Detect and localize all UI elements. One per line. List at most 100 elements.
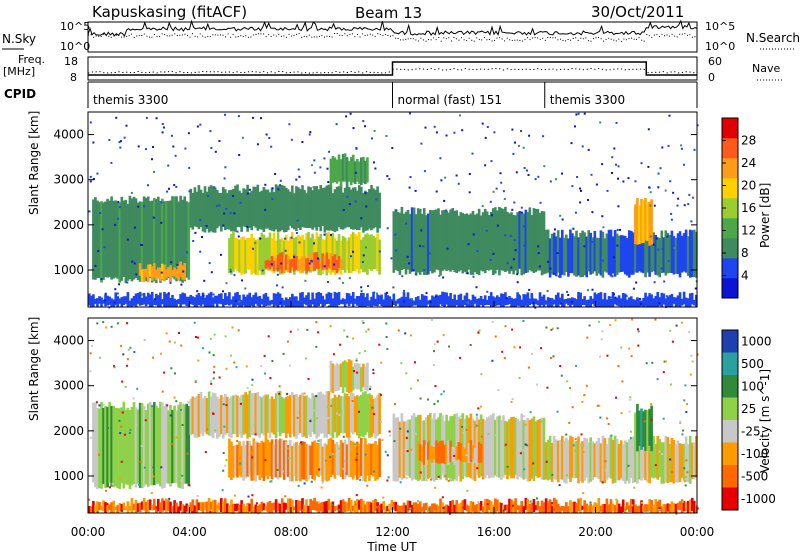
data-cell	[431, 210, 434, 274]
data-cell	[329, 158, 333, 187]
data-cell	[463, 214, 467, 272]
data-cell	[412, 502, 416, 513]
noise-search-point	[176, 35, 178, 37]
data-cell	[242, 188, 245, 227]
data-cell	[151, 158, 153, 161]
data-cell	[96, 172, 99, 175]
nave-point	[666, 72, 668, 74]
data-cell	[223, 177, 226, 180]
nave-point	[445, 69, 447, 71]
data-cell	[169, 281, 172, 284]
nave-point	[647, 72, 649, 74]
nave-point	[449, 68, 451, 70]
data-cell	[576, 176, 579, 178]
data-cell	[684, 297, 688, 307]
data-cell	[494, 434, 497, 437]
data-cell	[126, 358, 129, 361]
data-cell	[483, 499, 487, 513]
data-cell	[453, 454, 456, 457]
nave-point	[282, 71, 284, 73]
nave-point	[632, 68, 634, 70]
data-cell	[132, 397, 135, 400]
data-cell	[225, 367, 228, 370]
data-cell	[161, 390, 164, 393]
data-cell	[634, 180, 637, 183]
data-cell	[587, 505, 591, 513]
nave-point	[103, 72, 105, 74]
data-cell	[214, 150, 217, 153]
data-cell	[214, 429, 217, 432]
nave-point	[320, 72, 322, 74]
data-cell	[170, 261, 173, 264]
data-cell	[358, 161, 361, 184]
data-cell	[266, 439, 270, 480]
data-cell	[546, 386, 549, 389]
data-cell	[226, 396, 229, 434]
data-cell	[420, 229, 423, 232]
data-cell	[89, 175, 92, 178]
noise-sky-trace	[87, 19, 698, 37]
data-cell	[627, 177, 630, 180]
data-cell	[382, 299, 386, 307]
data-cell	[208, 351, 211, 354]
data-cell	[289, 330, 292, 333]
data-cell	[427, 506, 430, 513]
data-cell	[529, 500, 532, 503]
data-cell	[92, 501, 95, 513]
data-cell	[529, 411, 532, 414]
data-cell	[423, 170, 426, 173]
data-cell	[670, 438, 674, 483]
data-cell	[274, 293, 278, 306]
data-cell	[246, 387, 249, 390]
data-cell	[368, 189, 371, 229]
data-cell	[339, 240, 343, 275]
data-cell	[534, 421, 538, 477]
nave-point	[643, 69, 645, 70]
data-cell	[394, 233, 397, 236]
data-cell	[116, 408, 120, 488]
noise-search-point	[664, 35, 665, 37]
power-colorbar-tick: 24	[741, 156, 756, 170]
data-cell	[479, 296, 483, 305]
data-cell	[268, 398, 272, 438]
data-cell	[323, 395, 327, 438]
data-cell	[251, 378, 254, 381]
data-cell	[472, 275, 475, 278]
data-cell	[497, 388, 500, 391]
data-cell	[651, 455, 653, 458]
data-cell	[120, 344, 123, 347]
data-cell	[238, 441, 241, 476]
data-cell	[338, 414, 341, 416]
data-cell	[650, 237, 653, 273]
data-cell	[331, 504, 334, 506]
noise-search-point	[461, 37, 462, 39]
data-cell	[328, 150, 331, 153]
data-cell	[540, 420, 543, 423]
data-cell	[453, 504, 457, 513]
data-cell	[168, 340, 171, 343]
data-cell	[660, 267, 663, 270]
data-cell	[295, 236, 298, 270]
nave-point	[590, 68, 592, 69]
data-cell	[163, 291, 166, 307]
data-cell	[406, 419, 410, 476]
data-cell	[276, 292, 280, 307]
nave-point	[685, 71, 687, 73]
data-cell	[617, 295, 621, 307]
data-cell	[596, 404, 599, 407]
data-cell	[114, 223, 117, 226]
noise-search-point	[684, 33, 686, 35]
data-cell	[536, 209, 540, 271]
data-cell	[100, 278, 103, 281]
data-cell	[401, 275, 404, 278]
data-cell	[212, 354, 215, 357]
data-cell	[135, 273, 138, 276]
data-cell	[585, 503, 589, 513]
data-cell	[487, 215, 491, 271]
data-cell	[256, 184, 260, 231]
data-cell	[506, 297, 509, 305]
nave-point	[560, 68, 562, 70]
data-cell	[130, 191, 133, 194]
data-cell	[518, 144, 520, 147]
data-cell	[351, 505, 355, 512]
